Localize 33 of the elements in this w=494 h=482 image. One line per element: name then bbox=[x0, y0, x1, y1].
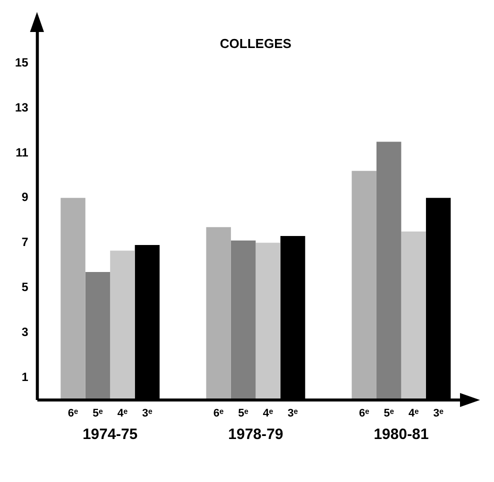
bar bbox=[256, 242, 280, 400]
y-tick-label: 1 bbox=[22, 370, 29, 384]
bar bbox=[352, 170, 376, 400]
text: 5ᵉ bbox=[238, 408, 248, 420]
x-tick-label: 1980-81 bbox=[374, 426, 429, 444]
text: 4ᵉ bbox=[262, 408, 274, 420]
y-tick-label: 13 bbox=[14, 100, 29, 114]
x-tick-label: 1978-79 bbox=[228, 426, 284, 444]
bar bbox=[230, 240, 256, 400]
x-tick-label: 1974-75 bbox=[82, 426, 138, 444]
bar bbox=[110, 250, 135, 400]
series-label: 5ᵉ bbox=[92, 408, 103, 420]
text: 4ᵉ bbox=[408, 408, 419, 420]
series-label: 4ᵉ bbox=[117, 408, 128, 420]
text: 3ᵉ bbox=[288, 408, 298, 420]
text: 6ᵉ bbox=[213, 408, 224, 420]
y-tick-label: 7 bbox=[22, 235, 29, 250]
y-tick-label: 15 bbox=[14, 55, 29, 70]
y-tick-label: 9 bbox=[22, 190, 29, 204]
y-tick-label: 5 bbox=[22, 280, 29, 294]
bar bbox=[206, 227, 231, 400]
text: 6ᵉ bbox=[358, 408, 370, 420]
y-tick-label: 11 bbox=[16, 145, 29, 160]
y-tick-label: 3 bbox=[22, 324, 29, 339]
bar bbox=[401, 232, 426, 400]
bar bbox=[85, 272, 110, 400]
series-label: 3ᵉ bbox=[142, 408, 152, 420]
text: COLLEGES bbox=[220, 36, 292, 51]
bar bbox=[376, 142, 402, 400]
bar bbox=[60, 198, 86, 400]
series-label: 6ᵉ bbox=[68, 408, 78, 420]
text: 5ᵉ bbox=[384, 408, 394, 420]
text: 3ᵉ bbox=[433, 408, 444, 420]
